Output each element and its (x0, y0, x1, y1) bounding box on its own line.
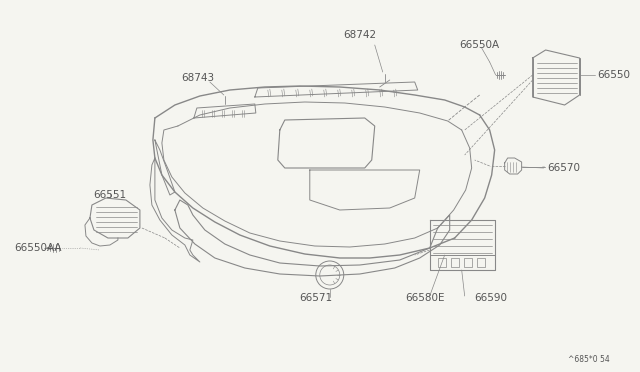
Bar (463, 258, 472, 267)
Text: 66571: 66571 (300, 293, 332, 303)
Text: 66550A: 66550A (460, 40, 500, 50)
Text: 66580E: 66580E (406, 293, 445, 303)
Bar (451, 258, 459, 267)
Bar (477, 258, 484, 267)
Bar (438, 258, 445, 267)
Text: 66590: 66590 (475, 293, 508, 303)
Text: 66570: 66570 (548, 163, 580, 173)
Text: 68742: 68742 (343, 30, 376, 40)
Text: ^685*0 54: ^685*0 54 (568, 356, 609, 365)
Text: 68743: 68743 (181, 73, 214, 83)
Text: 66550: 66550 (598, 70, 630, 80)
Text: 66551: 66551 (93, 190, 127, 200)
Text: 66550AA: 66550AA (14, 243, 61, 253)
